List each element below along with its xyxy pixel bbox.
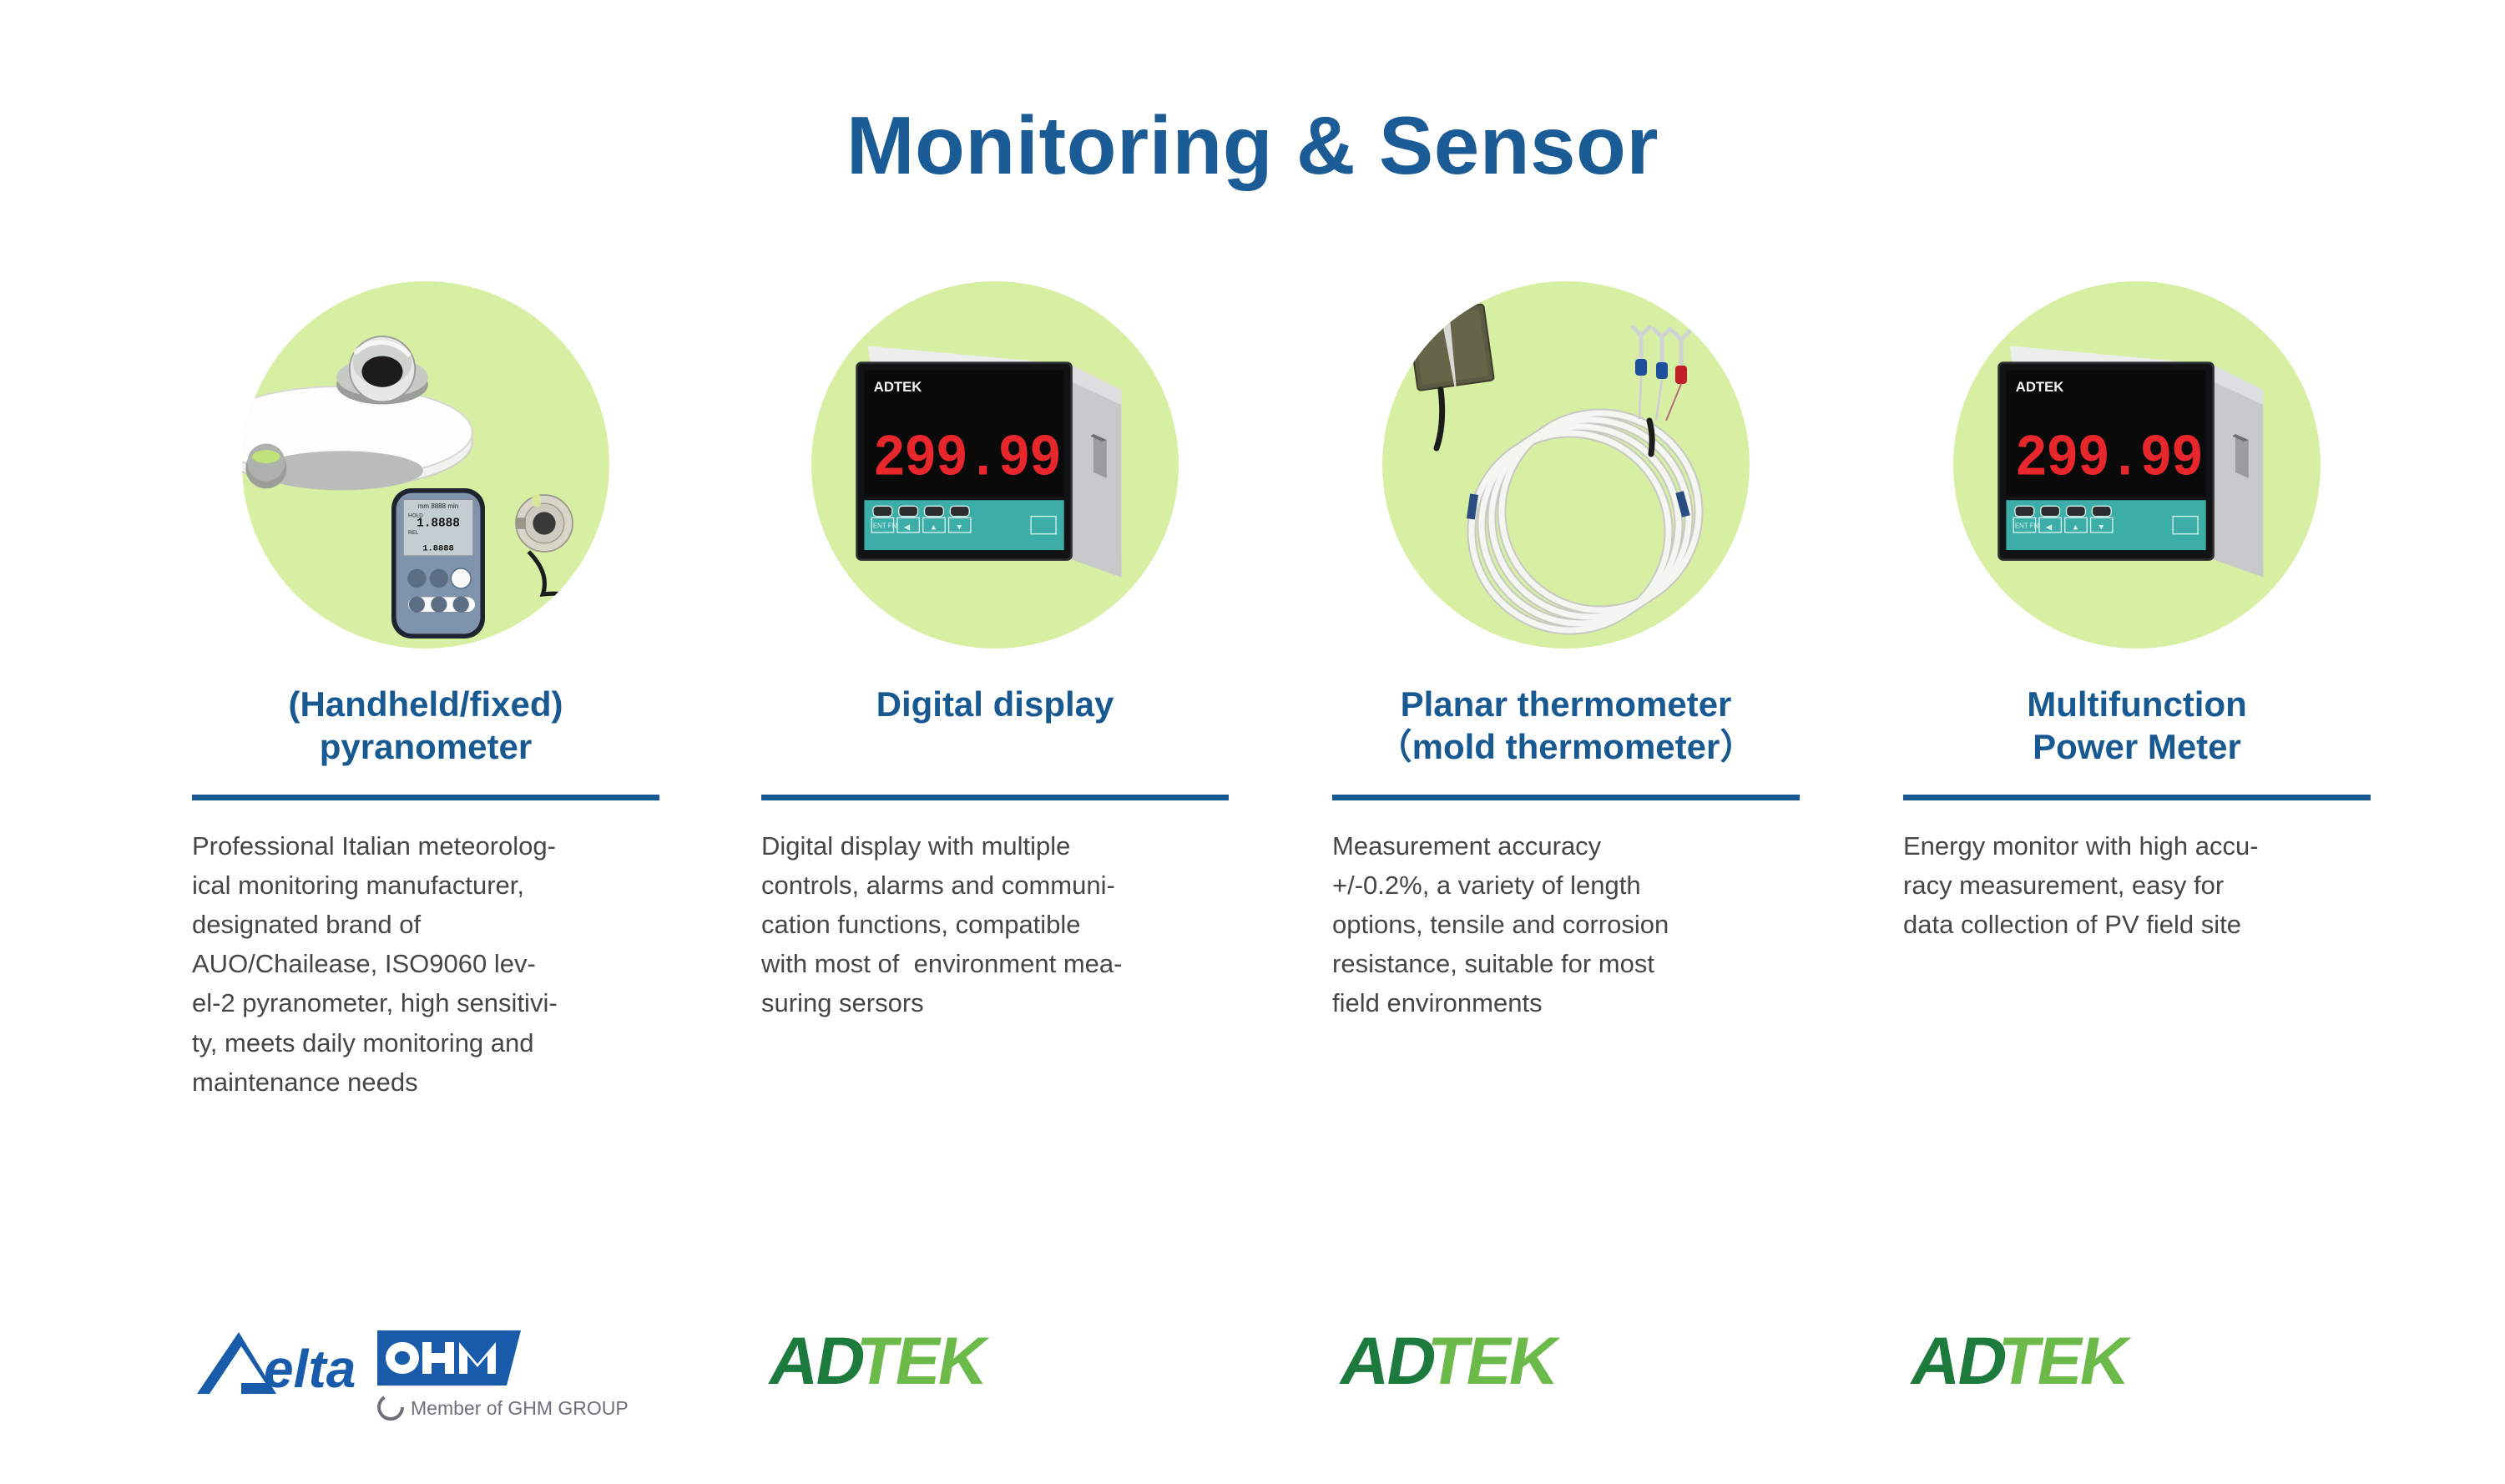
svg-text:1.8888: 1.8888: [422, 543, 453, 553]
svg-text:1.8888: 1.8888: [417, 517, 460, 531]
svg-text:elta: elta: [264, 1339, 356, 1399]
svg-text:REL: REL: [408, 530, 419, 536]
svg-text:mm 8888 min: mm 8888 min: [418, 502, 458, 510]
svg-text:Member of GHM GROUP: Member of GHM GROUP: [411, 1397, 629, 1419]
